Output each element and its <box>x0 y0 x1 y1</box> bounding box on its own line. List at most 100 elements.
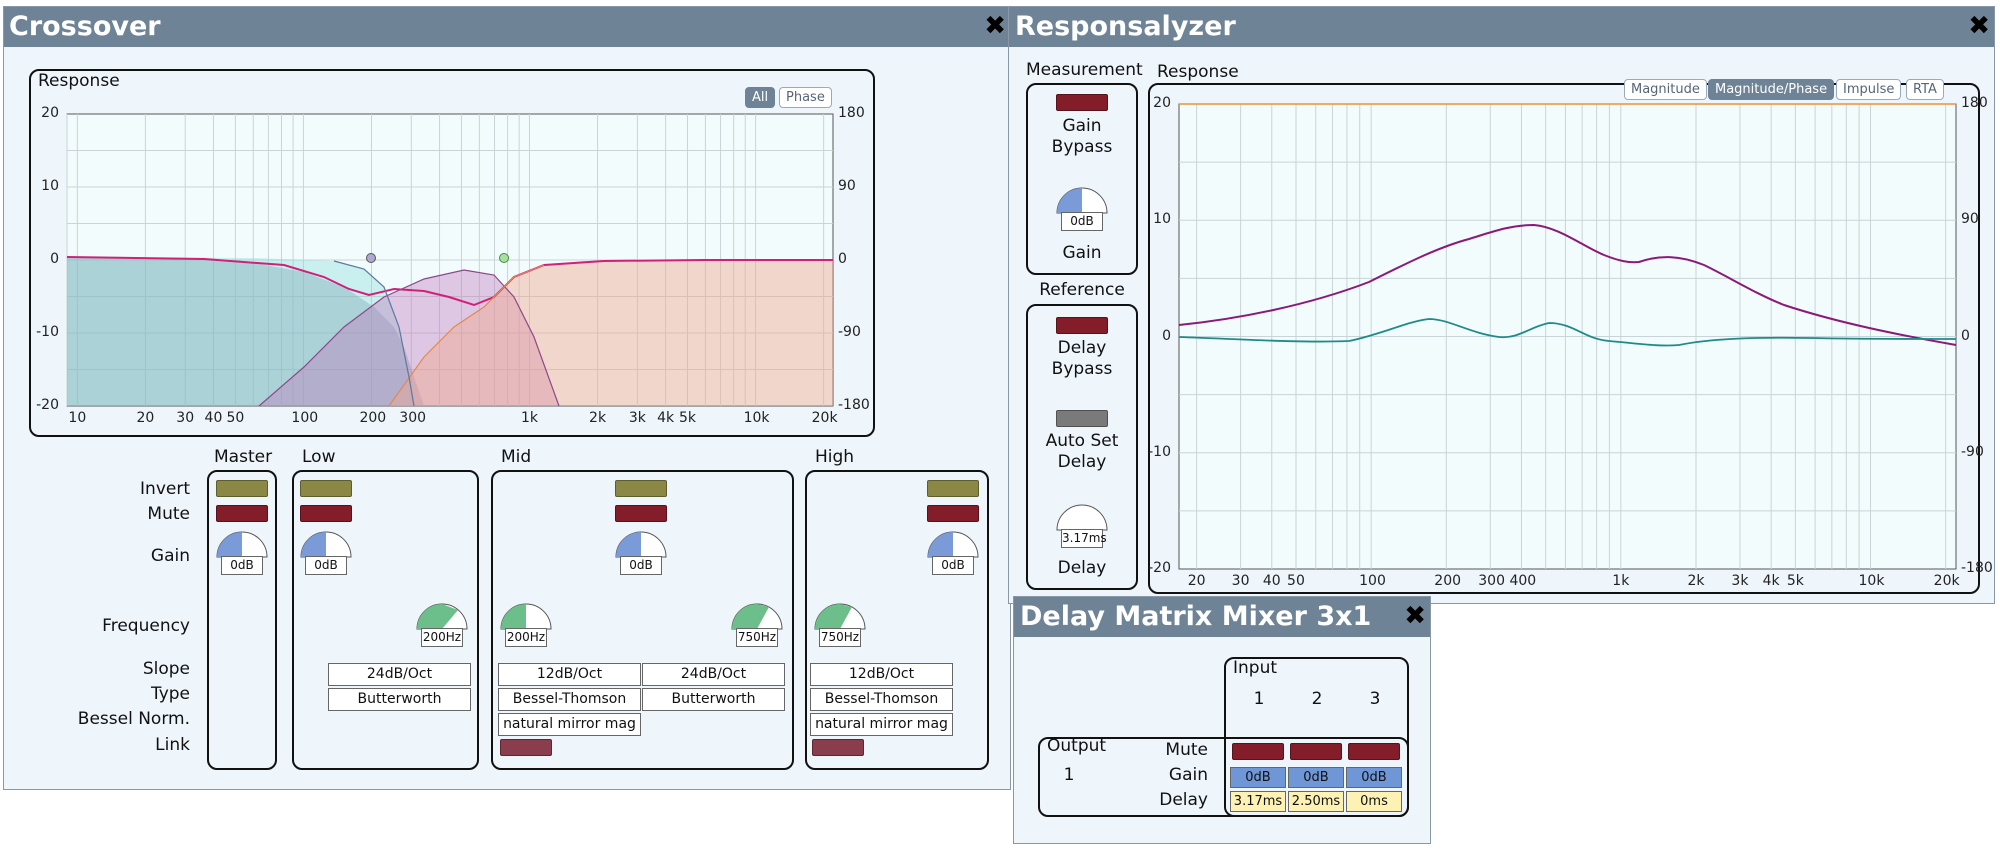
delay-matrix-title-bar[interactable]: Delay Matrix Mixer 3x1 <box>1014 597 1430 637</box>
reference-delay-knob[interactable]: 3.17ms <box>1054 502 1110 558</box>
y-left-tick: 20 <box>1153 95 1171 111</box>
input-index-2: 2 <box>1311 689 1323 709</box>
row-label-bessel-norm: Bessel Norm. <box>77 709 190 729</box>
low-gain-knob[interactable]: 0dB <box>298 529 354 585</box>
matrix-mute-2-button[interactable] <box>1290 743 1342 760</box>
measurement-group <box>1026 83 1138 275</box>
responsalyzer-close-icon[interactable]: ✖ <box>1968 11 1990 41</box>
x-tick: 300 <box>399 410 427 426</box>
y-left-tick: -10 <box>36 324 59 340</box>
low-slope-select[interactable]: 24dB/Oct <box>328 663 471 686</box>
mid-gain-value: 0dB <box>620 556 662 575</box>
high-gain-knob[interactable]: 0dB <box>925 529 981 585</box>
crossover-toggle-all[interactable]: All <box>745 87 776 108</box>
high-invert-button[interactable] <box>927 480 979 497</box>
high-slope-select[interactable]: 12dB/Oct <box>810 663 953 686</box>
tab-impulse[interactable]: Impulse <box>1836 79 1902 100</box>
gain-bypass-button[interactable] <box>1056 94 1108 111</box>
responsalyzer-window: Responsalyzer ✖ Measurement Gain Bypass … <box>1008 6 1995 604</box>
master-group <box>207 470 277 770</box>
x-tick: 5k <box>1786 573 1804 589</box>
matrix-delay-2[interactable]: 2.50ms <box>1288 791 1344 812</box>
tab-magnitude[interactable]: Magnitude <box>1624 79 1707 100</box>
row-label-mute: Mute <box>147 504 190 524</box>
crossover-window: Crossover ✖ Response All Phase 20 10 0 -10-… <box>3 6 1011 790</box>
high-mute-button[interactable] <box>927 505 979 522</box>
mid-link-button[interactable] <box>500 739 552 756</box>
measurement-gain-label: Gain <box>1062 243 1102 263</box>
y-right-tick: -90 <box>838 324 861 340</box>
mid-mute-button[interactable] <box>615 505 667 522</box>
matrix-delay-3[interactable]: 0ms <box>1346 791 1402 812</box>
mid-gain-knob[interactable]: 0dB <box>613 529 669 585</box>
delay-bypass-button[interactable] <box>1056 317 1108 334</box>
x-tick: 5k <box>679 410 697 426</box>
crossover-title: Crossover <box>9 11 161 42</box>
master-gain-knob[interactable]: 0dB <box>214 529 270 585</box>
low-mute-button[interactable] <box>300 505 352 522</box>
responsalyzer-response-group <box>1148 83 1980 594</box>
matrix-mute-1-button[interactable] <box>1232 743 1284 760</box>
high-link-button[interactable] <box>812 739 864 756</box>
master-invert-button[interactable] <box>216 480 268 497</box>
mid-frequency-high-knob[interactable]: 750Hz <box>729 601 785 657</box>
low-type-select[interactable]: Butterworth <box>328 688 471 711</box>
mid-frequency-low-knob[interactable]: 200Hz <box>498 601 554 657</box>
delay-matrix-window: Delay Matrix Mixer 3x1 ✖ Input Output 1 … <box>1013 596 1431 844</box>
row-label-slope: Slope <box>142 659 190 679</box>
mid-bessel-norm-select[interactable]: natural mirror mag <box>498 713 641 736</box>
mid-invert-button[interactable] <box>615 480 667 497</box>
low-invert-button[interactable] <box>300 480 352 497</box>
y-left-tick: 10 <box>41 178 59 194</box>
x-tick: 20 <box>1187 573 1206 589</box>
high-type-select[interactable]: Bessel-Thomson <box>810 688 953 711</box>
crossover-response-group <box>29 69 875 437</box>
matrix-delay-1[interactable]: 3.17ms <box>1230 791 1286 812</box>
input-index-3: 3 <box>1369 689 1381 709</box>
row-label-type: Type <box>150 684 190 704</box>
matrix-row-label-gain: Gain <box>1168 765 1208 785</box>
y-right-tick: 0 <box>1961 327 1970 344</box>
matrix-mute-3-button[interactable] <box>1348 743 1400 760</box>
y-left-tick: 0 <box>50 251 59 267</box>
auto-set-delay-button[interactable] <box>1056 410 1108 427</box>
row-label-invert: Invert <box>140 479 190 499</box>
tab-rta[interactable]: RTA <box>1906 79 1944 100</box>
crossover-toggle-phase[interactable]: Phase <box>779 87 832 108</box>
matrix-gain-2[interactable]: 0dB <box>1288 767 1344 788</box>
x-tick: 3k <box>628 410 646 426</box>
output-group <box>1038 737 1409 817</box>
crossover-title-bar[interactable]: Crossover <box>4 7 1010 47</box>
mid-slope-high-select[interactable]: 24dB/Oct <box>642 663 785 686</box>
mid-type-high-select[interactable]: Butterworth <box>642 688 785 711</box>
reference-delay-label: Delay <box>1057 558 1107 578</box>
y-left-tick: 20 <box>41 105 59 121</box>
high-frequency-value: 750Hz <box>819 628 861 647</box>
gain-bypass-label: Gain Bypass <box>1051 116 1113 157</box>
x-tick: 3k <box>1731 573 1749 589</box>
matrix-gain-3[interactable]: 0dB <box>1346 767 1402 788</box>
responsalyzer-title-bar[interactable]: Responsalyzer <box>1009 7 1994 47</box>
x-tick: 20 <box>136 410 155 426</box>
high-bessel-norm-select[interactable]: natural mirror mag <box>810 713 953 736</box>
master-mute-button[interactable] <box>216 505 268 522</box>
tab-magnitude-phase[interactable]: Magnitude/Phase <box>1708 79 1835 100</box>
measurement-gain-knob[interactable]: 0dB <box>1054 185 1110 241</box>
low-label: Low <box>302 447 336 467</box>
measurement-gain-value: 0dB <box>1061 212 1103 231</box>
y-left-tick: -10 <box>1148 443 1171 460</box>
mid-type-low-select[interactable]: Bessel-Thomson <box>498 688 641 711</box>
x-tick: 1k <box>1612 573 1630 589</box>
matrix-row-label-delay: Delay <box>1159 790 1208 810</box>
delay-matrix-close-icon[interactable]: ✖ <box>1404 601 1426 631</box>
x-tick: 200 <box>1434 573 1462 589</box>
mid-slope-low-select[interactable]: 12dB/Oct <box>498 663 641 686</box>
low-frequency-knob[interactable]: 200Hz <box>414 601 470 657</box>
auto-set-delay-label: Auto Set Delay <box>1045 431 1119 472</box>
matrix-gain-1[interactable]: 0dB <box>1230 767 1286 788</box>
crossover-close-icon[interactable]: ✖ <box>984 11 1006 41</box>
y-left-tick: 10 <box>1153 211 1171 228</box>
high-frequency-knob[interactable]: 750Hz <box>812 601 868 657</box>
low-frequency-value: 200Hz <box>421 628 463 647</box>
y-right-tick: 90 <box>838 178 856 194</box>
